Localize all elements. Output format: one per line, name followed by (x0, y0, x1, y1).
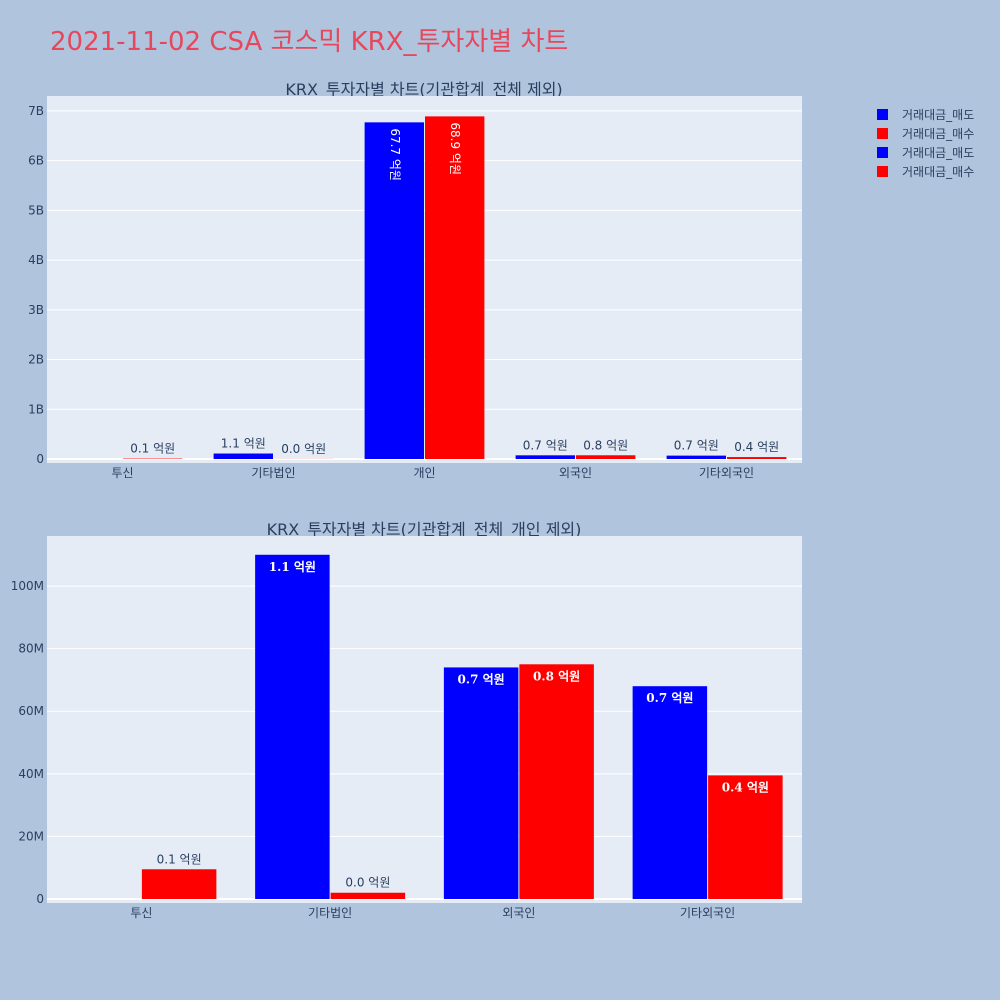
data-label: 0.1 억원 (130, 442, 175, 456)
legend-entry[interactable]: 거래대금_매도 (902, 108, 974, 122)
y-tick-label: 4B (28, 253, 44, 267)
x-tick-label: 외국인 (502, 906, 535, 920)
bar (708, 775, 783, 899)
y-tick-label: 40M (18, 767, 44, 781)
legend-entry[interactable]: 거래대금_매수 (902, 165, 974, 179)
data-label: 0.8 억원 (583, 438, 628, 452)
bar (727, 457, 787, 459)
y-tick-label: 20M (18, 829, 44, 843)
legend-swatch (877, 147, 888, 158)
y-tick-label: 60M (18, 704, 44, 718)
bar (330, 892, 406, 899)
bar (443, 667, 519, 899)
bar (141, 869, 217, 899)
data-label: 1.1 억원 (269, 560, 316, 574)
data-label: 67.7 억원 (388, 128, 402, 181)
legend-swatch (877, 109, 888, 120)
data-label: 1.1 억원 (221, 437, 266, 451)
data-label: 0.7 억원 (458, 672, 505, 686)
y-tick-label: 6B (28, 154, 44, 168)
x-tick-label: 외국인 (559, 466, 592, 480)
legend-swatch (877, 166, 888, 177)
y-tick-label: 7B (28, 104, 44, 118)
data-label: 0.7 억원 (646, 691, 693, 705)
bar (632, 686, 708, 899)
y-tick-label: 1B (28, 402, 44, 416)
x-tick-label: 투신 (111, 466, 133, 480)
data-label: 0.1 억원 (157, 852, 202, 866)
chart-top: KRX_투자자별 차트(기관합계_전체 제외) 0 1B 2B 3B 4B 5B 6B 7B 투… (28, 80, 802, 480)
legend-entry[interactable]: 거래대금_매도 (902, 146, 974, 160)
bar (515, 455, 575, 459)
bar (666, 455, 726, 459)
legend-entry[interactable]: 거래대금_매수 (902, 127, 974, 141)
data-label: 0.4 억원 (722, 780, 769, 794)
bar (576, 455, 636, 459)
chart-top-title: KRX_투자자별 차트(기관합계_전체 제외) (285, 80, 562, 100)
data-label: 68.9 억원 (448, 122, 462, 175)
page-title: 2021-11-02 CSA 코스믹 KRX_투자자별 차트 (50, 27, 568, 57)
bar (364, 122, 424, 459)
data-label: 0.7 억원 (523, 438, 568, 452)
bar (519, 664, 594, 899)
x-tick-label: 투신 (130, 906, 152, 920)
y-tick-label: 5B (28, 203, 44, 217)
x-tick-label: 기타법인 (308, 906, 352, 920)
y-tick-label: 0 (36, 892, 44, 906)
data-label: 0.0 억원 (345, 876, 390, 890)
y-tick-label: 0 (36, 452, 44, 466)
bar (213, 453, 273, 459)
y-tick-label: 3B (28, 303, 44, 317)
legend-swatch (877, 128, 888, 139)
x-tick-label: 기타외국인 (699, 466, 754, 480)
chart-bottom: KRX_투자자별 차트(기관합계_전체_개인 제외) 0 20M 40M 60M 80M… (11, 520, 802, 920)
x-tick-label: 개인 (413, 466, 435, 480)
y-tick-label: 2B (28, 353, 44, 367)
x-tick-label: 기타법인 (251, 466, 295, 480)
bar (425, 116, 485, 460)
chart-bottom-title: KRX_투자자별 차트(기관합계_전체_개인 제외) (267, 520, 582, 540)
bar (255, 554, 330, 899)
y-tick-label: 100M (11, 579, 44, 593)
x-tick-label: 기타외국인 (680, 906, 735, 920)
data-label: 0.4 억원 (734, 440, 779, 454)
plot-area (47, 96, 802, 463)
data-label: 0.7 억원 (674, 439, 719, 453)
data-label: 0.8 억원 (533, 669, 580, 683)
data-label: 0.0 억원 (281, 442, 326, 456)
y-tick-label: 80M (18, 642, 44, 656)
